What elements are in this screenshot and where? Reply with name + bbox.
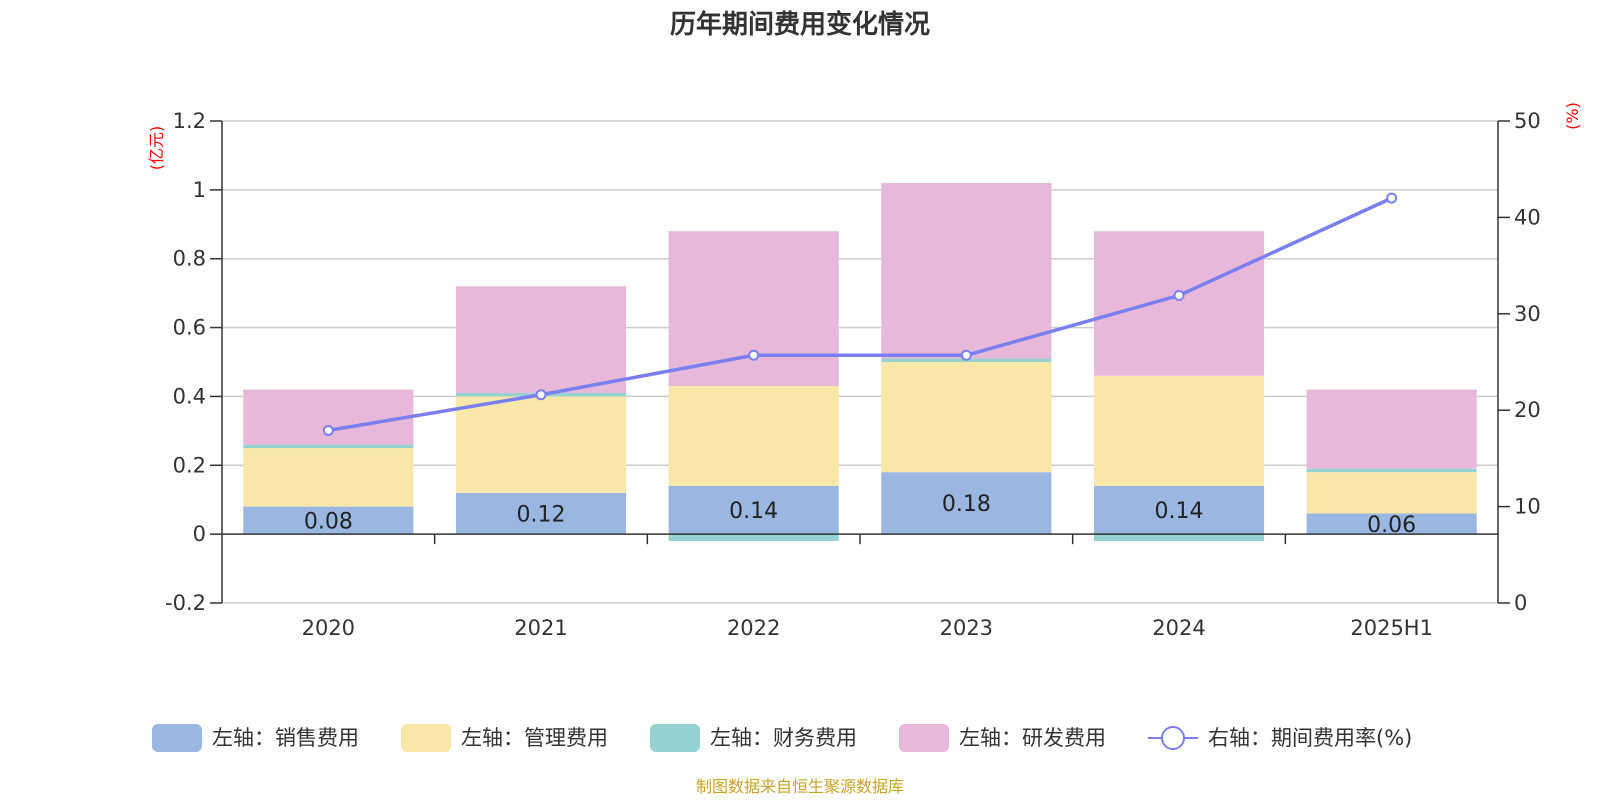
category-label: 2021	[514, 616, 567, 640]
bar-segment-1[interactable]	[881, 472, 1052, 535]
bar-segment-3[interactable]	[1306, 468, 1477, 473]
right-tick-label: 40	[1514, 205, 1541, 229]
expense-rate-point[interactable]	[535, 389, 547, 401]
legend-swatch[interactable]	[899, 724, 949, 752]
bar-segment-1[interactable]	[455, 492, 627, 535]
bar-segment-1[interactable]	[243, 506, 414, 535]
expense-rate-point[interactable]	[960, 349, 972, 361]
legend-swatch[interactable]	[401, 724, 451, 752]
bar-data-label: 0.12	[517, 502, 566, 527]
expense-rate-point[interactable]	[322, 424, 334, 436]
bar-segment-1[interactable]	[1306, 513, 1477, 535]
chart-title: 历年期间费用变化情况	[670, 9, 930, 40]
right-tick-label: 50	[1514, 109, 1541, 133]
right-tick-label: 30	[1514, 302, 1541, 326]
bar-data-label: 0.08	[304, 509, 353, 534]
right-tick-label: 20	[1514, 398, 1541, 422]
left-tick-label: 0.4	[173, 384, 206, 408]
bar-segment-2[interactable]	[1306, 472, 1477, 514]
bar-segment-2[interactable]	[455, 396, 627, 493]
grid-lines	[222, 120, 1498, 604]
bar-segment-1[interactable]	[668, 485, 839, 535]
expense-rate-polyline	[328, 196, 1393, 433]
legend[interactable]: 左轴：销售费用 左轴：管理费用 左轴：财务费用 左轴：研发费用 右轴：期间费用率(%)	[152, 724, 1412, 752]
axes: -0.2 0 0.2 0.4 0.6 0.8 1 1.2 0 10 20 30 40 50 2020 2021…	[165, 109, 1541, 640]
bar-segment-4[interactable]	[455, 286, 627, 393]
legend-swatch[interactable]	[152, 724, 202, 752]
expense-rate-line	[322, 192, 1398, 436]
left-tick-label: 1.2	[173, 109, 206, 133]
bar-segment-4[interactable]	[1093, 231, 1265, 376]
left-tick-label: -0.2	[165, 591, 206, 615]
right-tick-label: 0	[1514, 591, 1527, 615]
left-tick-label: 1	[193, 178, 206, 202]
right-tick-label: 10	[1514, 495, 1541, 519]
left-tick-label: 0.2	[173, 453, 206, 477]
expense-rate-point[interactable]	[1386, 192, 1398, 204]
expense-rate-point[interactable]	[748, 349, 760, 361]
left-tick-label: 0.8	[173, 247, 206, 271]
legend-label[interactable]: 左轴：管理费用	[461, 726, 608, 750]
data-labels: 0.08 0.12 0.14 0.18 0.14 0.06	[304, 492, 1416, 538]
legend-label[interactable]: 左轴：销售费用	[212, 726, 359, 750]
category-label: 2025H1	[1350, 616, 1433, 640]
bar-segment-2[interactable]	[668, 386, 839, 486]
category-label: 2020	[302, 616, 355, 640]
left-tick-label: 0.6	[173, 316, 206, 340]
bar-segment-1[interactable]	[1093, 485, 1265, 535]
left-axis-unit: (亿元)	[147, 126, 166, 171]
bar-segment-4[interactable]	[668, 231, 839, 387]
category-label: 2024	[1152, 616, 1205, 640]
bar-segment-4[interactable]	[1306, 389, 1477, 469]
category-label: 2022	[727, 616, 780, 640]
legend-label[interactable]: 左轴：研发费用	[959, 726, 1106, 750]
bar-segment-3[interactable]	[243, 444, 414, 449]
bar-segment-3[interactable]	[668, 534, 839, 542]
bar-data-label: 0.18	[942, 492, 991, 517]
bar-data-label: 0.14	[1155, 499, 1204, 524]
right-axis-unit: (%)	[1563, 102, 1582, 130]
bar-data-label: 0.06	[1367, 513, 1416, 538]
bar-segment-2[interactable]	[881, 362, 1052, 473]
expense-rate-point[interactable]	[1173, 289, 1185, 301]
bar-data-label: 0.14	[729, 499, 778, 524]
legend-line-marker[interactable]	[1161, 726, 1185, 750]
data-source-note: 制图数据来自恒生聚源数据库	[696, 777, 904, 796]
left-tick-label: 0	[193, 522, 206, 546]
bar-segment-2[interactable]	[1093, 375, 1265, 486]
bar-segment-3[interactable]	[1093, 534, 1265, 542]
legend-label[interactable]: 左轴：财务费用	[710, 726, 857, 750]
bar-segment-4[interactable]	[243, 389, 414, 445]
bar-segment-2[interactable]	[243, 448, 414, 507]
bar-segment-4[interactable]	[881, 182, 1052, 359]
category-label: 2023	[940, 616, 993, 640]
legend-swatch[interactable]	[650, 724, 700, 752]
legend-label[interactable]: 右轴：期间费用率(%)	[1208, 726, 1412, 750]
bars	[243, 182, 1477, 542]
